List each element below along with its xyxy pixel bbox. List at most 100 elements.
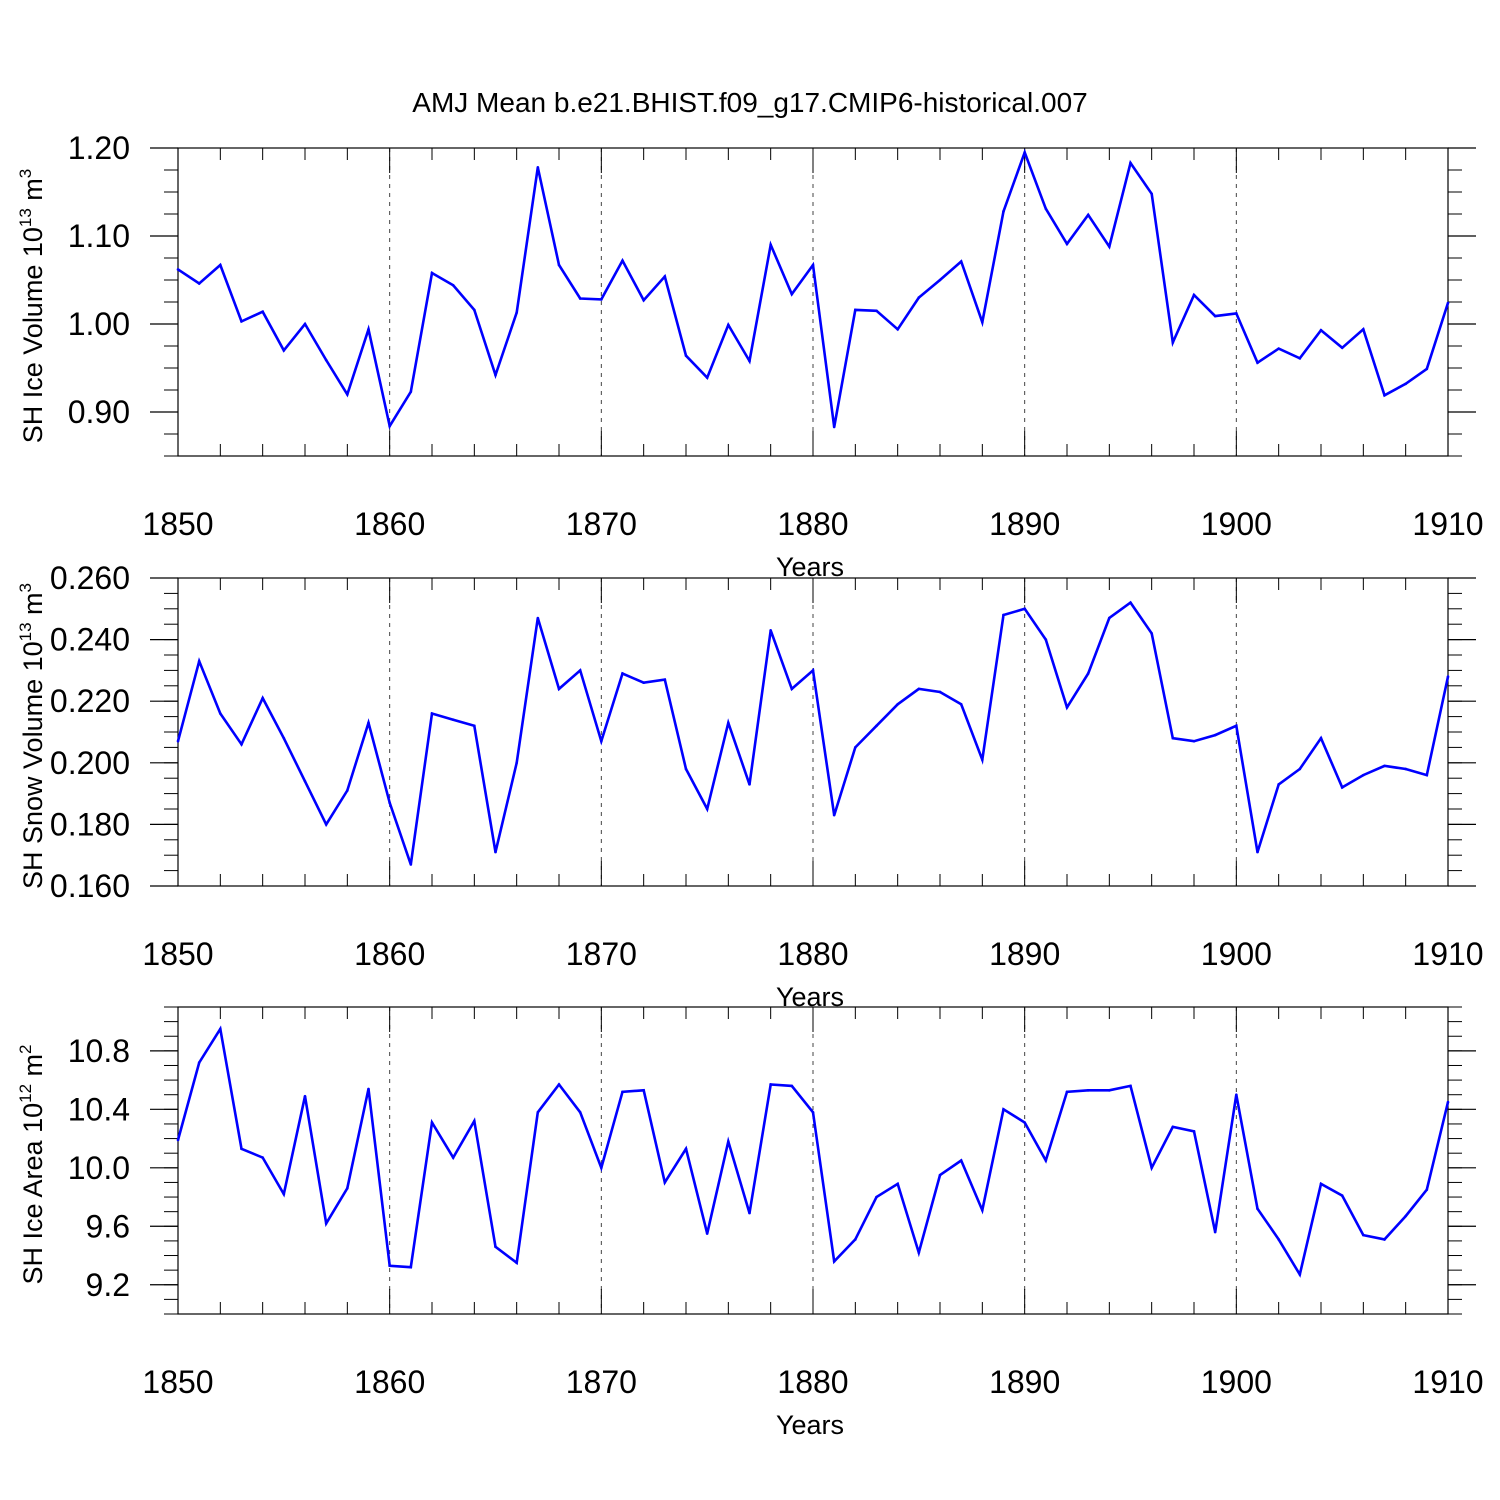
ice-volume-point	[1002, 210, 1005, 213]
ice-volume-point	[1404, 382, 1407, 386]
ice-volume-point	[1192, 293, 1196, 297]
y-axis-title: SH Ice Volume 1013 m3	[16, 169, 48, 444]
ice-volume-point	[1129, 161, 1132, 165]
ice-volume-point	[324, 358, 328, 362]
snow-volume-point	[494, 850, 497, 854]
snow-volume-point	[346, 789, 349, 792]
y-axis-title-exponent: 12	[16, 1084, 35, 1103]
chart-title: AMJ Mean b.e21.BHIST.f09_g17.CMIP6-histo…	[412, 87, 1087, 118]
snow-volume-point	[1192, 739, 1196, 743]
ice-area-point	[1340, 1194, 1344, 1197]
snow-volume-panel: 0.160 0.180 0.200 0.220 0.240 0.260 1850 1860 18…	[16, 560, 1484, 1012]
x-tick-label: 1910	[1412, 506, 1483, 542]
ice-volume-point	[769, 243, 772, 247]
ice-area-point	[896, 1182, 899, 1186]
y-axis-title-unit: m	[18, 178, 48, 208]
ice-area-point	[1446, 1100, 1450, 1104]
ice-area-point	[1171, 1125, 1175, 1129]
ice-volume-point	[1171, 341, 1175, 344]
snow-volume-point	[1044, 638, 1048, 641]
ice-area-point	[473, 1119, 476, 1123]
ice-area-point	[832, 1260, 836, 1263]
ice-area-point	[324, 1222, 328, 1225]
ice-area-point	[303, 1094, 307, 1098]
ice-area-point	[197, 1061, 201, 1064]
y-tick-label: 0.260	[50, 560, 130, 596]
ice-volume-point	[832, 425, 836, 429]
y-axis-title-unit: m	[18, 1054, 48, 1084]
y-axis-title-unit-exponent: 3	[16, 169, 35, 178]
y-tick-label: 0.240	[50, 622, 130, 658]
x-tick-label: 1880	[777, 1364, 848, 1400]
ice-volume-point	[219, 263, 222, 267]
ice-volume-point	[430, 271, 434, 275]
snow-volume-point	[1319, 736, 1323, 740]
y-tick-label: 10.4	[68, 1091, 130, 1127]
y-tick-label: 10.0	[68, 1150, 130, 1186]
ice-area-point	[727, 1140, 730, 1143]
ice-area-point	[1298, 1273, 1302, 1276]
ice-volume-point	[367, 327, 370, 331]
ice-volume-point	[1277, 347, 1280, 350]
ice-area-point	[430, 1121, 434, 1124]
ice-volume-point	[642, 298, 645, 302]
ice-volume-point	[600, 298, 603, 301]
y-tick-label: 10.8	[68, 1033, 130, 1069]
ice-area-point	[769, 1083, 772, 1086]
y-axis-title-main: SH Ice Area 10	[18, 1103, 48, 1285]
snow-volume-point	[832, 813, 836, 817]
ice-volume-point	[959, 260, 963, 263]
x-tick-label: 1900	[1201, 936, 1272, 972]
snow-volume-point	[621, 672, 624, 675]
ice-volume-point	[1298, 357, 1302, 360]
ice-volume-point	[896, 327, 899, 331]
ice-volume-point	[1425, 367, 1429, 371]
snow-volume-point	[240, 743, 243, 746]
ice-area-point	[600, 1166, 603, 1170]
y-tick-label: 0.180	[50, 806, 130, 842]
y-axis-title-main: SH Ice Volume 10	[18, 227, 48, 443]
snow-volume-point	[1425, 773, 1429, 777]
snow-volume-point	[1256, 850, 1259, 854]
ice-area-point	[367, 1087, 370, 1091]
snow-volume-point	[430, 712, 434, 715]
ice-area-point	[1192, 1129, 1196, 1133]
ice-volume-point	[1086, 213, 1090, 217]
snow-volume-point	[1150, 632, 1153, 635]
snow-volume-point	[748, 783, 751, 786]
snow-volume-point	[1129, 601, 1132, 604]
ice-volume-point	[1446, 301, 1450, 305]
ice-volume-point	[494, 373, 497, 377]
y-tick-label: 0.160	[50, 868, 130, 904]
ice-area-panel: 9.2 9.6 10.0 10.4 10.8 1850 1860 1870 1880 1890 19…	[16, 1006, 1484, 1440]
ice-area-point	[346, 1186, 349, 1190]
snow-volume-point	[451, 718, 455, 721]
snow-volume-point	[959, 702, 963, 706]
ice-volume-point	[515, 311, 518, 314]
x-axis-title: Years	[776, 552, 844, 582]
x-tick-label: 1890	[989, 936, 1060, 972]
y-tick-label: 1.20	[68, 130, 130, 166]
snow-volume-point	[769, 629, 772, 632]
snow-volume-point	[1298, 767, 1302, 771]
ice-volume-point	[790, 292, 794, 296]
snow-volume-point	[261, 696, 264, 700]
ice-area-point	[1086, 1089, 1090, 1092]
ice-area-point	[388, 1264, 391, 1268]
ice-volume-point	[917, 296, 921, 299]
snow-volume-point	[896, 702, 899, 706]
y-axis-title-unit: m	[18, 592, 48, 622]
ice-volume-point	[303, 322, 307, 326]
snow-volume-point	[1213, 733, 1217, 737]
ice-volume-point	[1256, 361, 1259, 365]
snow-volume-point	[367, 721, 370, 725]
ice-area-point	[1023, 1121, 1026, 1124]
ice-volume-point	[578, 297, 582, 300]
snow-volume-point	[1086, 672, 1090, 675]
snow-volume-point	[1023, 607, 1026, 611]
x-tick-label: 1860	[354, 1364, 425, 1400]
x-tick-label: 1870	[566, 1364, 637, 1400]
ice-area-point	[1044, 1159, 1048, 1162]
ice-area-point	[282, 1192, 286, 1196]
ice-volume-point	[1340, 346, 1344, 350]
